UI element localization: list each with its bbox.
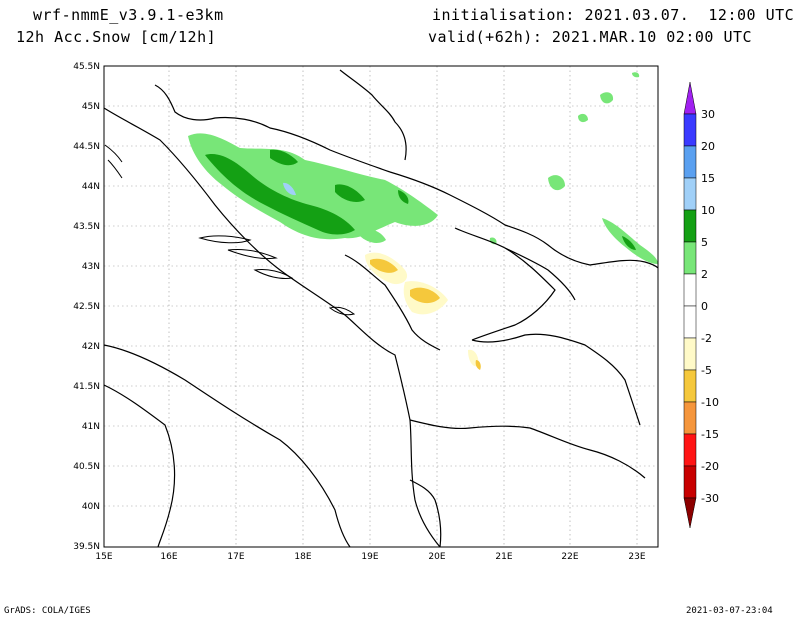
lon-tick-label: 22E — [561, 552, 578, 562]
colorbar-label: 10 — [701, 204, 715, 217]
colorbar-labels: 30 20 15 10 5 2 0 -2 -5 -10 -15 -20 -30 — [701, 108, 719, 505]
colorbar-label: -15 — [701, 428, 719, 441]
colorbar-label: -2 — [701, 332, 712, 345]
dalmatian-islands — [104, 144, 356, 316]
graticule — [104, 66, 658, 547]
colorbar-band — [683, 337, 697, 371]
lat-tick-label: 39.5N — [73, 542, 100, 552]
lon-tick-label: 19E — [361, 552, 378, 562]
lon-tick-label: 21E — [495, 552, 512, 562]
coastlines-borders — [103, 69, 659, 548]
colorbar-label: 5 — [701, 236, 708, 249]
colorbar-label: 30 — [701, 108, 715, 121]
longitude-ticks: 15E 16E 17E 18E 19E 20E 21E 22E 23E — [95, 552, 645, 562]
variable-title: 12h Acc.Snow [cm/12h] — [16, 28, 217, 46]
snow-field-2-5cm — [578, 113, 588, 123]
snow-field-minus-5-10cm — [370, 258, 398, 273]
latitude-ticks: 45.5N 45N 44.5N 44N 43.5N 43N 42.5N 42N … — [73, 62, 100, 552]
snow-loss-fields — [365, 252, 481, 370]
colorbar-band — [683, 273, 697, 307]
lat-tick-label: 43.5N — [73, 222, 100, 232]
snow-field-5-10cm — [622, 236, 636, 250]
colorbar-band — [683, 433, 697, 467]
footer-credit: GrADS: COLA/IGES — [4, 606, 91, 616]
colorbar-band — [683, 209, 697, 243]
snow-field-2-5cm — [360, 228, 386, 243]
valid-time: valid(+62h): 2021.MAR.10 02:00 UTC — [428, 28, 753, 46]
colorbar-label: 20 — [701, 140, 715, 153]
colorbar-band — [683, 177, 697, 211]
initialisation-time: initialisation: 2021.03.07. 12:00 UTC — [432, 6, 795, 24]
snow-field-5-10cm — [335, 184, 365, 203]
lat-tick-label: 43N — [82, 262, 100, 272]
lon-tick-label: 17E — [227, 552, 244, 562]
colorbar-label: 0 — [701, 300, 708, 313]
colorbar-label: -20 — [701, 460, 719, 473]
lat-tick-label: 44.5N — [73, 142, 100, 152]
snow-field-5-10cm — [205, 154, 355, 235]
colorbar-band — [683, 369, 697, 403]
colorbar-top-arrow — [683, 81, 697, 115]
colorbar-band — [683, 145, 697, 179]
lat-tick-label: 42.5N — [73, 302, 100, 312]
colorbar-band — [683, 113, 697, 147]
colorbar-label: 2 — [701, 268, 708, 281]
lat-tick-label: 44N — [82, 182, 100, 192]
colorbar-band — [683, 465, 697, 499]
snow-field-10-15cm — [283, 182, 296, 196]
lat-tick-label: 45N — [82, 102, 100, 112]
colorbar-label: 15 — [701, 172, 715, 185]
lon-tick-label: 18E — [294, 552, 311, 562]
colorbar-label: -10 — [701, 396, 719, 409]
footer-timestamp: 2021-03-07-23:04 — [686, 606, 773, 616]
lon-tick-label: 16E — [160, 552, 177, 562]
snow-field-2-5cm — [632, 72, 640, 78]
colorbar-bottom-arrow — [683, 497, 697, 529]
colorbar-band — [683, 401, 697, 435]
lat-tick-label: 40.5N — [73, 462, 100, 472]
colorbar — [683, 81, 697, 529]
colorbar-band — [683, 241, 697, 275]
snow-field-5-10cm — [398, 190, 409, 204]
lon-tick-label: 23E — [628, 552, 645, 562]
snow-field-2-5cm — [600, 92, 614, 104]
lat-tick-label: 41N — [82, 422, 100, 432]
model-title: wrf-nmmE_v3.9.1-e3km — [33, 6, 224, 24]
lat-tick-label: 45.5N — [73, 62, 100, 72]
lat-tick-label: 40N — [82, 502, 100, 512]
map-area — [104, 66, 658, 547]
snow-accumulation-fields — [188, 72, 658, 296]
map-frame — [103, 65, 659, 548]
lon-tick-label: 20E — [428, 552, 445, 562]
lon-tick-label: 15E — [95, 552, 112, 562]
snow-field-2-5cm — [188, 133, 438, 240]
snow-field-minus-5-10cm — [410, 287, 440, 304]
snow-field-2-5cm — [602, 218, 658, 264]
lat-tick-label: 41.5N — [73, 382, 100, 392]
snow-field-2-5cm — [548, 175, 565, 191]
lat-tick-label: 42N — [82, 342, 100, 352]
colorbar-label: -5 — [701, 364, 712, 377]
snow-field-5-10cm — [270, 149, 298, 166]
snow-field-minus-5-10cm — [475, 360, 481, 370]
colorbar-label: -30 — [701, 492, 719, 505]
colorbar-band — [683, 305, 697, 339]
